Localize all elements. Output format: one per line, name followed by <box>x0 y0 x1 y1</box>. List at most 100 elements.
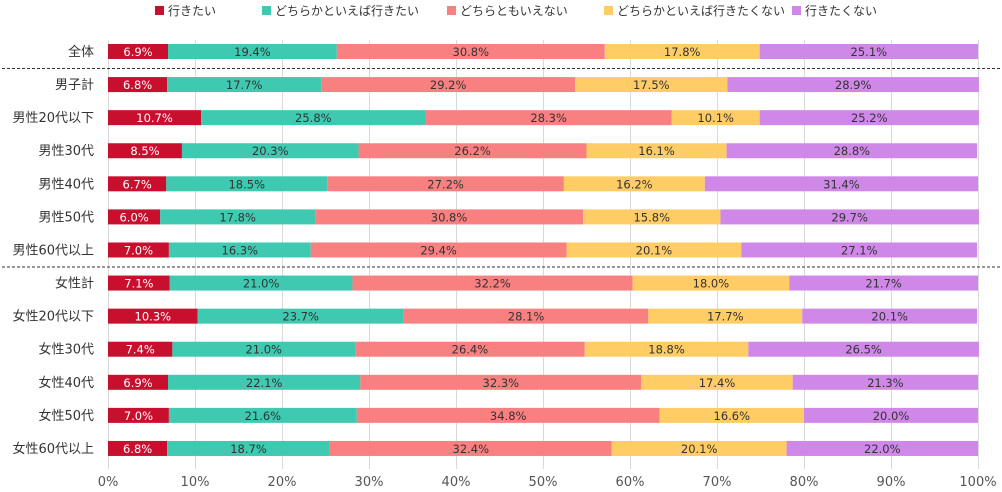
x-tick-label: 60% <box>616 475 645 490</box>
bar-segment <box>321 77 576 93</box>
bar-segment <box>108 275 170 291</box>
category-label: 女性40代 <box>38 375 94 391</box>
bar-segment <box>108 176 167 192</box>
data-label: 16.2% <box>616 177 653 191</box>
data-label: 27.2% <box>427 177 464 191</box>
data-label: 6.9% <box>123 45 152 59</box>
bar-segment <box>586 143 727 159</box>
bar-segment <box>802 308 978 324</box>
data-label: 16.6% <box>714 409 751 423</box>
x-tick-label: 10% <box>181 475 210 490</box>
bar-segment <box>360 374 642 390</box>
bar-segment <box>108 77 168 93</box>
bar-segment <box>425 110 672 126</box>
bar-segment <box>108 440 168 456</box>
data-label: 17.8% <box>664 45 701 59</box>
data-label: 21.6% <box>245 409 282 423</box>
legend-swatch <box>604 6 613 15</box>
data-label: 23.7% <box>282 310 319 324</box>
x-tick-label: 0% <box>98 475 119 490</box>
legend-swatch <box>262 6 271 15</box>
data-label: 10.3% <box>135 310 172 324</box>
data-label: 6.0% <box>119 210 148 224</box>
data-label: 6.7% <box>123 177 152 191</box>
x-tick-label: 80% <box>790 475 819 490</box>
x-tick-label: 100% <box>959 475 996 490</box>
bar-segment <box>741 242 978 258</box>
data-label: 10.7% <box>136 111 173 125</box>
legend-label: 行きたい <box>168 4 216 18</box>
bar-segment <box>108 407 169 423</box>
bar-segment <box>720 209 979 225</box>
data-label: 20.3% <box>252 144 289 158</box>
bar-segment <box>727 77 979 93</box>
data-label: 34.8% <box>490 409 527 423</box>
data-label: 20.1% <box>636 243 673 257</box>
bar-segment <box>584 341 749 357</box>
bar-segment <box>759 44 978 59</box>
data-label: 17.5% <box>633 78 670 92</box>
data-label: 32.3% <box>483 376 520 390</box>
category-label: 男性40代 <box>38 177 94 192</box>
bar-segment <box>759 110 979 126</box>
category-label: 全体 <box>68 44 94 60</box>
bar-segment <box>108 374 169 390</box>
category-labels: 全体男子計男性20代以下男性30代男性40代男性50代男性60代以上女性計女性2… <box>12 44 94 457</box>
bar-segment <box>167 440 330 456</box>
bar-segment <box>792 374 978 390</box>
category-label: 女性50代 <box>38 408 94 424</box>
data-label: 21.7% <box>865 277 902 291</box>
bar-segment <box>641 374 793 390</box>
bar-segment <box>671 110 760 126</box>
data-label: 6.9% <box>123 376 152 390</box>
data-label: 25.2% <box>851 111 888 125</box>
data-label: 21.3% <box>867 376 904 390</box>
legend-label: 行きたくない <box>805 4 877 18</box>
data-label: 32.4% <box>453 442 490 456</box>
bar-segment <box>659 407 804 423</box>
bar-segment <box>315 209 584 225</box>
data-label: 30.8% <box>431 210 468 224</box>
data-label: 28.1% <box>508 310 545 324</box>
bar-segment <box>168 374 361 390</box>
data-label: 30.8% <box>453 45 490 59</box>
bar-segment <box>108 209 161 225</box>
bar-segment <box>648 308 803 324</box>
bar-segment <box>789 275 978 291</box>
bar-segment <box>167 77 322 93</box>
data-label: 20.1% <box>681 442 718 456</box>
data-label: 29.4% <box>420 243 457 257</box>
data-label: 32.2% <box>474 277 511 291</box>
bar-segment <box>108 308 198 324</box>
data-label: 18.8% <box>648 343 685 357</box>
x-tick-label: 20% <box>268 475 297 490</box>
data-label: 18.0% <box>693 277 730 291</box>
data-label: 20.1% <box>871 310 908 324</box>
x-tick-label: 50% <box>529 475 558 490</box>
group-separators <box>2 68 1000 268</box>
data-label: 17.7% <box>226 78 263 92</box>
data-label: 17.7% <box>707 310 744 324</box>
bar-segment <box>166 176 328 192</box>
bar-segment <box>329 440 612 456</box>
bar-segment <box>108 110 202 126</box>
data-label: 16.3% <box>222 243 259 257</box>
bar-segment <box>336 44 605 59</box>
data-label: 29.7% <box>831 210 868 224</box>
bar-segment <box>632 275 790 291</box>
data-label: 16.1% <box>638 144 675 158</box>
category-label: 男子計 <box>55 77 94 93</box>
bar-segment <box>726 143 978 159</box>
data-label: 27.1% <box>841 243 878 257</box>
data-label: 21.0% <box>243 277 280 291</box>
data-label: 15.8% <box>633 210 670 224</box>
data-label: 28.8% <box>834 144 871 158</box>
data-label: 7.0% <box>124 243 153 257</box>
legend: 行きたい どちらかといえば行きたい どちらともいえない どちらかといえば行きたくない 行… <box>155 4 877 18</box>
bar-segment <box>583 209 721 225</box>
data-label: 8.5% <box>130 144 159 158</box>
data-label: 26.5% <box>845 343 882 357</box>
category-label: 女性30代 <box>38 342 94 358</box>
legend-label: どちらかといえば行きたい <box>275 4 419 18</box>
